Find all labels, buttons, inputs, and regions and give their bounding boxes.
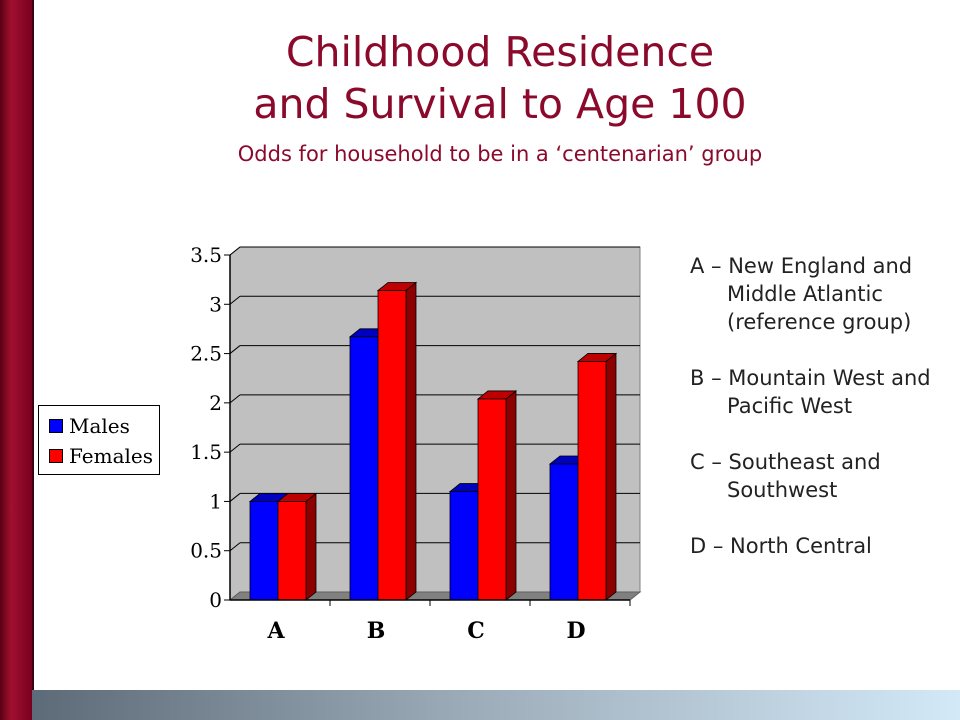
region-notes: A – New England and Middle Atlantic (ref… — [690, 252, 940, 560]
y-tick-label: 0 — [209, 588, 222, 612]
gridline-slant — [229, 246, 241, 256]
title-line-2: and Survival to Age 100 — [253, 80, 747, 128]
gridline-slant — [229, 345, 241, 354]
left-accent-bar — [0, 0, 32, 720]
bar-females-b — [376, 281, 418, 601]
bar-front — [577, 361, 607, 601]
bar-front — [449, 491, 479, 601]
legend-item-females: Females — [49, 444, 153, 468]
gridline-slant — [229, 394, 241, 404]
bar-front — [249, 501, 279, 601]
bar-front — [477, 398, 507, 601]
slide-title: Childhood Residence and Survival to Age … — [60, 26, 940, 130]
bar-females-d — [576, 352, 618, 601]
y-tick-label: 3 — [209, 292, 222, 316]
legend-label-females: Females — [69, 444, 154, 468]
y-tick-label: 1.5 — [190, 440, 222, 464]
bar-females-c — [476, 390, 518, 601]
x-tick-label: B — [367, 618, 386, 644]
bar-side — [605, 352, 617, 601]
bar-front — [549, 463, 579, 601]
bar-females-a — [276, 492, 318, 601]
bar-front — [277, 501, 307, 601]
y-tick-label: 1 — [209, 489, 222, 513]
x-tick-label: C — [467, 618, 485, 644]
legend-swatch-males — [49, 418, 63, 433]
gridline-slant — [229, 443, 241, 453]
chart-legend: Males Females — [38, 405, 160, 475]
bar-front — [349, 336, 379, 601]
legend-item-males: Males — [49, 414, 130, 438]
y-tick-label: 2 — [209, 391, 222, 415]
bar-side — [305, 492, 317, 601]
y-tick-label: 3.5 — [190, 243, 222, 267]
note-b: B – Mountain West and Pacific West — [690, 366, 931, 418]
legend-swatch-females — [49, 448, 63, 463]
gridline-slant — [229, 295, 241, 305]
x-tick-label: A — [266, 618, 285, 644]
gridline-slant — [229, 493, 241, 502]
legend-label-males: Males — [69, 414, 130, 438]
bar-front — [377, 290, 407, 601]
note-c: C – Southeast and Southwest — [690, 450, 881, 502]
left-accent-edge — [32, 0, 34, 720]
title-line-1: Childhood Residence — [285, 28, 715, 76]
note-d: D – North Central — [690, 534, 872, 558]
bar-side — [505, 390, 517, 601]
bar-side — [405, 281, 417, 601]
slide-subtitle: Odds for household to be in a ‘centenari… — [237, 142, 763, 166]
gridline-slant — [229, 542, 241, 552]
y-tick-label: 0.5 — [190, 539, 222, 563]
bottom-gradient-bar — [32, 690, 960, 720]
note-a: A – New England and Middle Atlantic (ref… — [690, 254, 913, 334]
x-tick-label: D — [566, 618, 585, 644]
y-tick-label: 2.5 — [190, 342, 222, 366]
